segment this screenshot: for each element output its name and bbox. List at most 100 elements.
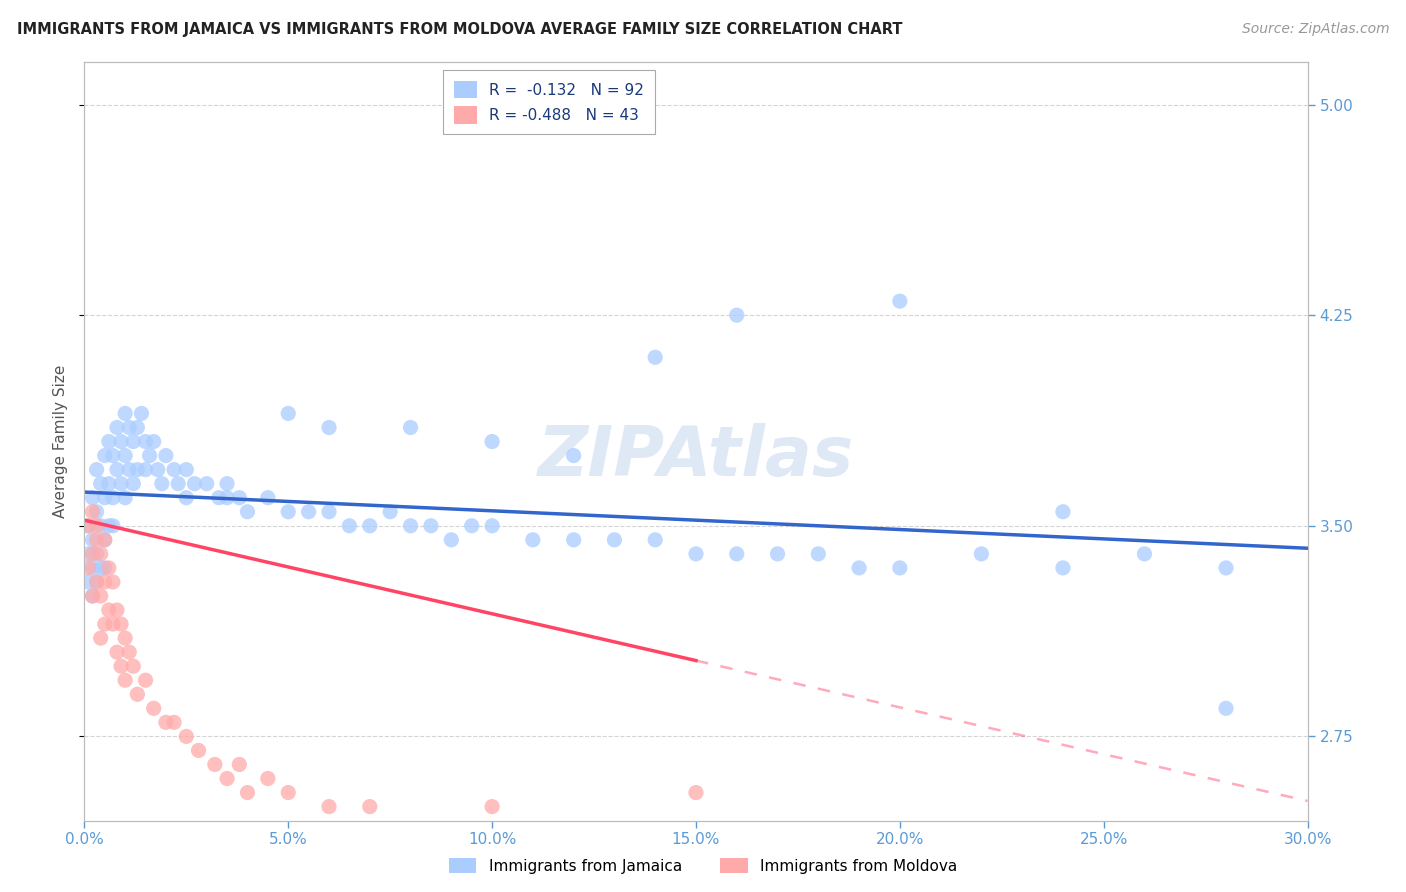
Y-axis label: Average Family Size: Average Family Size <box>53 365 69 518</box>
Point <box>644 351 666 365</box>
Point <box>110 659 132 673</box>
Point <box>82 589 104 603</box>
Point <box>1215 701 1237 715</box>
Point <box>127 687 149 701</box>
Point <box>118 645 141 659</box>
Point <box>86 533 108 547</box>
Point <box>101 518 124 533</box>
Point <box>339 518 361 533</box>
Legend: R =  -0.132   N = 92, R = -0.488   N = 43: R = -0.132 N = 92, R = -0.488 N = 43 <box>443 70 655 135</box>
Point <box>82 589 104 603</box>
Point <box>644 533 666 547</box>
Point <box>105 645 128 659</box>
Point <box>481 434 503 449</box>
Point <box>110 617 132 632</box>
Point <box>127 420 149 434</box>
Point <box>118 420 141 434</box>
Point <box>725 308 748 322</box>
Point <box>122 434 145 449</box>
Text: ZIPAtlas: ZIPAtlas <box>538 423 853 491</box>
Point <box>163 715 186 730</box>
Point <box>155 449 177 463</box>
Point <box>122 659 145 673</box>
Point <box>359 518 381 533</box>
Point <box>481 518 503 533</box>
Point <box>86 574 108 589</box>
Point <box>105 420 128 434</box>
Point <box>97 603 120 617</box>
Legend: Immigrants from Jamaica, Immigrants from Moldova: Immigrants from Jamaica, Immigrants from… <box>443 852 963 880</box>
Point <box>135 673 157 688</box>
Point <box>298 505 321 519</box>
Point <box>101 491 124 505</box>
Point <box>318 505 340 519</box>
Point <box>97 518 120 533</box>
Point <box>93 561 115 575</box>
Point <box>183 476 205 491</box>
Point <box>86 462 108 476</box>
Point <box>318 420 340 434</box>
Point <box>399 518 422 533</box>
Point <box>150 476 173 491</box>
Point <box>277 505 299 519</box>
Point <box>359 799 381 814</box>
Point <box>114 407 136 421</box>
Point <box>1133 547 1156 561</box>
Point <box>461 518 484 533</box>
Point <box>174 730 197 744</box>
Point <box>195 476 218 491</box>
Point <box>848 561 870 575</box>
Point <box>277 786 299 800</box>
Point <box>77 518 100 533</box>
Point <box>522 533 544 547</box>
Point <box>97 476 120 491</box>
Point <box>105 462 128 476</box>
Point <box>82 491 104 505</box>
Point <box>118 462 141 476</box>
Point <box>562 533 585 547</box>
Point <box>82 561 104 575</box>
Point <box>685 786 707 800</box>
Point <box>204 757 226 772</box>
Point <box>101 574 124 589</box>
Point <box>562 449 585 463</box>
Point <box>77 518 100 533</box>
Point <box>93 617 115 632</box>
Point <box>86 547 108 561</box>
Point <box>90 561 112 575</box>
Point <box>90 589 112 603</box>
Point <box>889 561 911 575</box>
Point <box>603 533 626 547</box>
Point <box>138 449 160 463</box>
Point <box>82 533 104 547</box>
Point <box>114 631 136 645</box>
Point <box>277 407 299 421</box>
Text: IMMIGRANTS FROM JAMAICA VS IMMIGRANTS FROM MOLDOVA AVERAGE FAMILY SIZE CORRELATI: IMMIGRANTS FROM JAMAICA VS IMMIGRANTS FR… <box>17 22 903 37</box>
Point <box>101 449 124 463</box>
Point <box>217 491 239 505</box>
Point <box>236 505 259 519</box>
Point <box>1052 505 1074 519</box>
Point <box>77 561 100 575</box>
Point <box>97 561 120 575</box>
Point <box>142 434 165 449</box>
Point <box>257 772 280 786</box>
Point <box>77 547 100 561</box>
Point <box>155 715 177 730</box>
Point <box>380 505 402 519</box>
Point <box>146 462 169 476</box>
Point <box>167 476 190 491</box>
Point <box>236 786 259 800</box>
Point <box>93 491 115 505</box>
Point <box>93 449 115 463</box>
Point <box>208 491 231 505</box>
Point <box>82 547 104 561</box>
Point <box>725 547 748 561</box>
Point <box>889 294 911 309</box>
Point <box>122 476 145 491</box>
Point <box>86 574 108 589</box>
Point <box>90 631 112 645</box>
Point <box>174 462 197 476</box>
Point <box>77 574 100 589</box>
Point <box>114 449 136 463</box>
